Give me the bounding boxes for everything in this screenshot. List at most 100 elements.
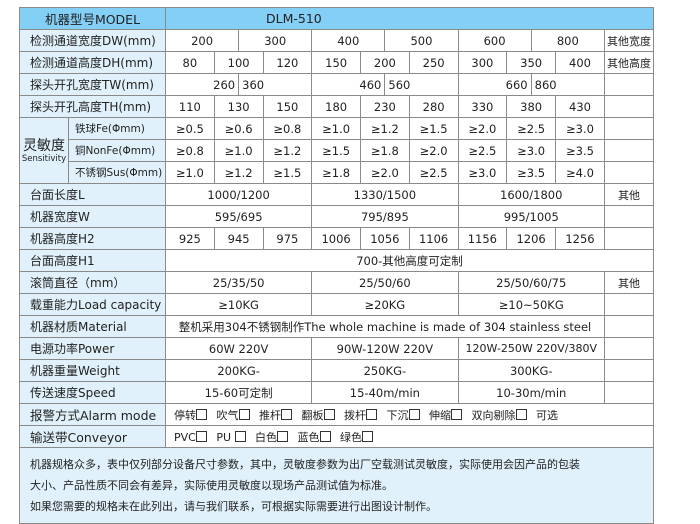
length-row: 台面长度L 1000/1200 1330/1500 1600/1800 其他 [19,183,654,206]
row-label: 机器重量Weight [19,359,166,382]
row-label: 机器宽度W [19,205,166,228]
cell-other [604,227,654,250]
cell-other [604,205,654,228]
cell: ≥2.5 [457,139,508,162]
cell-other [604,73,654,96]
checkbox[interactable] [408,408,420,420]
cell-other [604,359,654,382]
cell: ≥4.0 [555,161,605,184]
cell: 350 [506,51,556,74]
cell: 300 [457,51,508,74]
cell: 1256 [555,227,605,250]
cell: ≥20KG [311,293,459,316]
conveyor-option: 白色 [255,430,278,444]
cell: ≥3.0 [457,161,508,184]
weight-row: 机器重量Weight 200KG- 250KG- 300KG- [19,359,654,382]
th-row: 探头开孔高度TH(mm) 110 130 150 180 230 280 330… [19,95,654,118]
cell: 180 [311,95,361,118]
cell: 595/695 [164,205,313,228]
row-label: 电源功率Power [19,337,166,360]
dh-row: 检测通道高度DH(mm) 80 100 120 150 200 250 300 … [19,51,654,74]
cell: 975 [262,227,313,250]
note-line: 机器规格众多，表中仅列部分设备尺寸参数，其中，灵敏度参数为出厂空载测试灵敏度，实… [30,458,580,471]
checkbox[interactable] [451,408,462,420]
row-label: 机器高度H2 [19,227,166,250]
cell: 995/1005 [457,205,605,228]
cell: ≥1.8 [311,161,361,184]
cell: 400 [555,51,605,74]
checkbox[interactable] [277,430,289,442]
checkbox[interactable] [323,408,335,420]
cell: 795/895 [311,205,459,228]
cell: ≥10~50KG [457,293,605,316]
cell: ≥1.0 [311,117,361,140]
row-label: 探头开孔高度TH(mm) [19,95,166,118]
checkbox[interactable] [319,430,331,442]
alarm-row: 报警方式Alarm mode 停转 吹气 推杆 翻板 拨杆 下沉 伸缩 双向剔除… [19,403,654,426]
cell: 460 [311,73,386,96]
cell: ≥1.8 [360,139,410,162]
cell: ≥1.2 [213,161,264,184]
alarm-option: 停转 [174,408,196,422]
cell: 945 [213,227,264,250]
sensitivity-label: 灵敏度 Sensitivity [19,117,69,184]
alarm-option: 下沉 [386,408,409,422]
cell: 25/35/50 [164,271,313,294]
notes: 机器规格众多，表中仅列部分设备尺寸参数，其中，灵敏度参数为出厂空载测试灵敏度，实… [19,447,654,524]
cell: 360 [238,73,313,96]
cell: 110 [165,95,215,118]
spec-table: 机器型号MODEL DLM-510 检测通道宽度DW(mm) 200 300 4… [19,7,654,524]
cell: 800 [530,29,606,52]
row-label: 滚筒直径（mm） [19,271,166,294]
checkbox[interactable] [238,408,250,420]
cell-other [604,381,654,404]
roller-row: 滚筒直径（mm） 25/35/50 25/50/60 25/50/60/75 其… [19,271,654,294]
conveyor-option: 绿色 [340,430,363,444]
checkbox[interactable] [234,430,246,442]
row-label: 输送带Conveyor [19,425,166,448]
material-row: 机器材质Material 整机采用304不锈钢制作The whole machi… [19,315,654,338]
model-value: DLM-510 [165,7,654,30]
cell: ≥3.5 [555,139,605,162]
cell-other [604,139,654,162]
cell: 250KG- [311,359,459,382]
cell: 400 [311,29,386,52]
cell: 80 [165,51,215,74]
cell: ≥1.0 [213,139,264,162]
checkbox[interactable] [362,430,374,442]
sensitivity-title-en: Sensitivity [21,153,67,164]
cell: 500 [384,29,459,52]
cell: 380 [506,95,556,118]
conveyor-option: 蓝色 [297,430,320,444]
alarm-optional-note: 可选 [536,408,558,422]
checkbox[interactable] [515,408,527,420]
cell: ≥3.0 [506,139,556,162]
sensitivity-title: 灵敏度 [23,137,65,154]
alarm-option: 伸缩 [429,408,451,422]
checkbox[interactable] [281,408,292,420]
tw-row: 探头开孔宽度TW(mm) 260 360 460 560 660 860 [19,73,654,96]
note-line: 大小、产品性质不同会有差异，实际使用灵敏度以现场产品测试值为标准。 [30,479,393,492]
cell: ≥10KG [164,293,313,316]
cell: 1000/1200 [164,183,313,206]
cell: 60W 220V [164,337,313,360]
conveyor-option: PVC [174,430,196,444]
cell: ≥3.0 [555,117,605,140]
alarm-option: 吹气 [216,408,239,422]
cell-other: 其他 [604,271,654,294]
cell: 150 [311,51,361,74]
cell: 1056 [360,227,410,250]
cell: 1006 [311,227,361,250]
cell: ≥2.0 [457,117,508,140]
cell: 10-30m/min [457,381,605,404]
checkbox[interactable] [196,408,207,420]
cell: 1330/1500 [311,183,459,206]
cell: 1156 [457,227,508,250]
checkbox[interactable] [366,408,377,420]
alarm-option: 双向剔除 [471,408,516,422]
cell: ≥0.5 [165,117,215,140]
cell: ≥0.6 [213,117,264,140]
checkbox[interactable] [195,430,207,442]
cell: 1206 [506,227,556,250]
cell: 660 [457,73,532,96]
